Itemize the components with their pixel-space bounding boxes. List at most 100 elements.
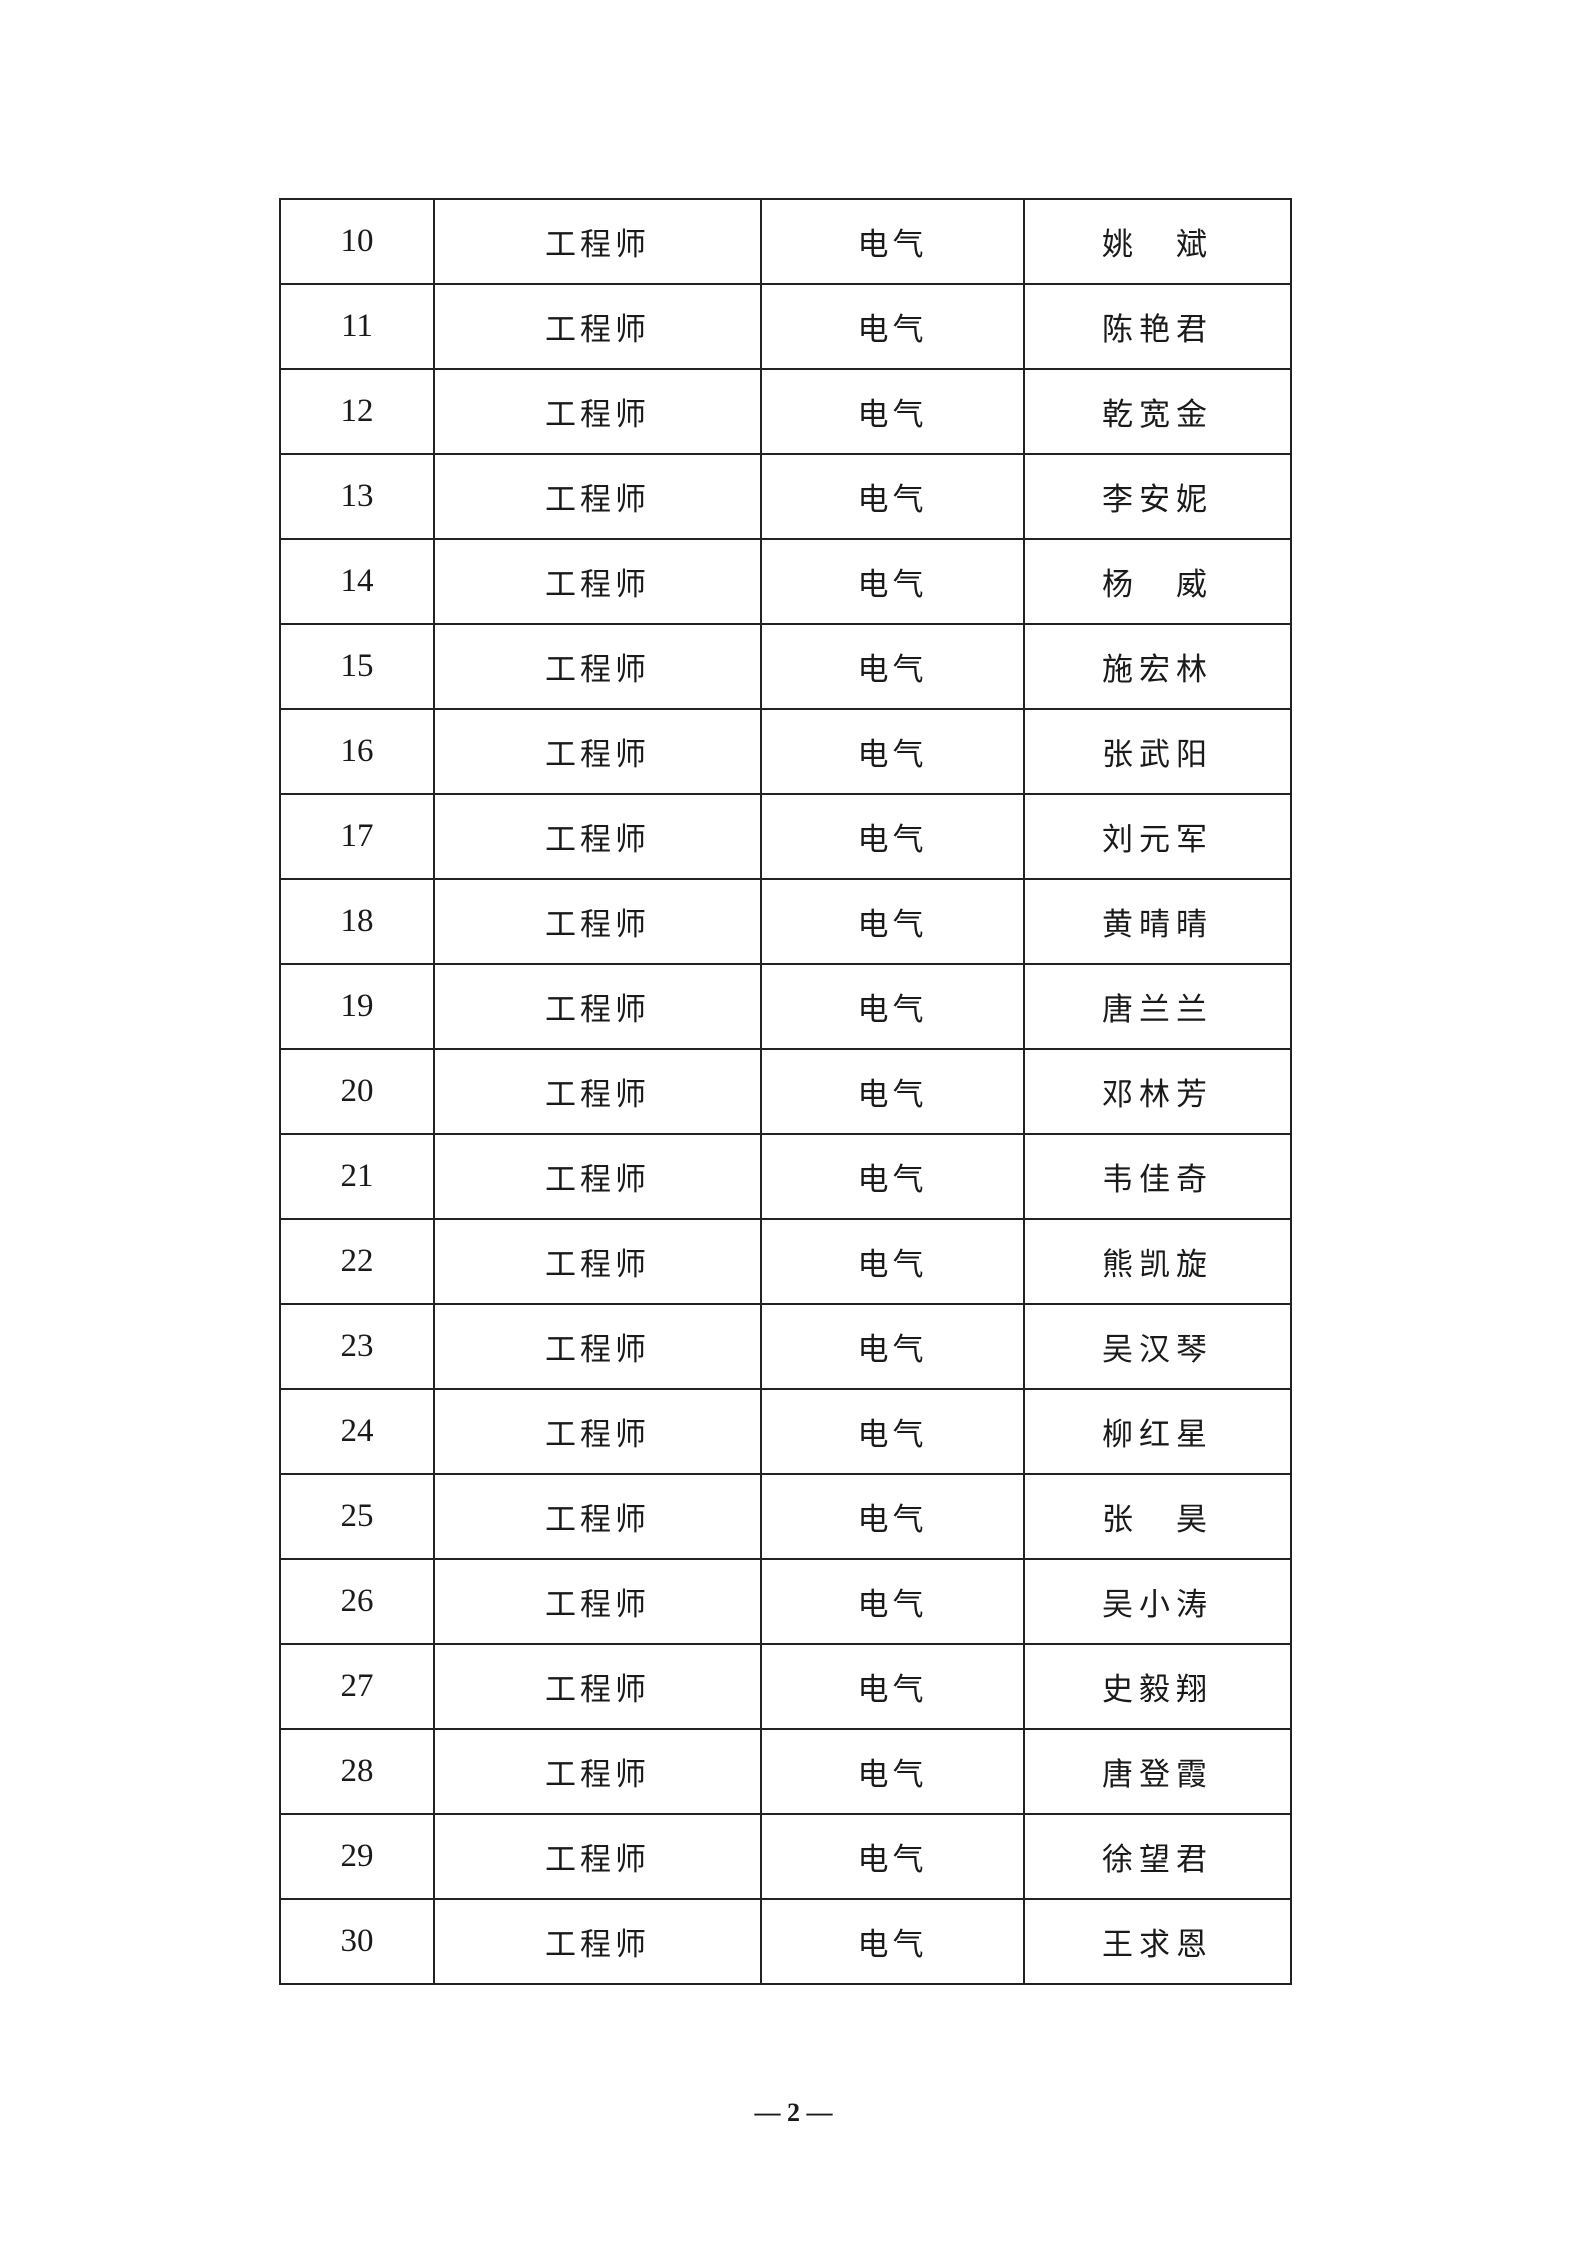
row-number-cell: 25 xyxy=(279,1473,435,1560)
table-row: 28 工程师 电气 唐登霞 xyxy=(279,1728,1292,1815)
person-name-cell: 徐望君 xyxy=(1023,1813,1292,1900)
job-title-cell: 工程师 xyxy=(433,793,762,880)
specialty-cell: 电气 xyxy=(760,1473,1025,1560)
person-name-cell: 史毅翔 xyxy=(1023,1643,1292,1730)
row-number-cell: 17 xyxy=(279,793,435,880)
specialty-cell: 电气 xyxy=(760,623,1025,710)
job-title-cell: 工程师 xyxy=(433,1218,762,1305)
person-name-cell: 张 昊 xyxy=(1023,1473,1292,1560)
job-title-cell: 工程师 xyxy=(433,198,762,285)
job-title-cell: 工程师 xyxy=(433,368,762,455)
job-title-cell: 工程师 xyxy=(433,1813,762,1900)
job-title-cell: 工程师 xyxy=(433,623,762,710)
table-row: 16 工程师 电气 张武阳 xyxy=(279,708,1292,795)
row-number-cell: 20 xyxy=(279,1048,435,1135)
table-row: 12 工程师 电气 乾宽金 xyxy=(279,368,1292,455)
job-title-cell: 工程师 xyxy=(433,1643,762,1730)
page-number: — 2 — xyxy=(754,2098,833,2127)
row-number-cell: 14 xyxy=(279,538,435,625)
person-name-cell: 王求恩 xyxy=(1023,1898,1292,1985)
row-number-cell: 22 xyxy=(279,1218,435,1305)
table-row: 30 工程师 电气 王求恩 xyxy=(279,1898,1292,1985)
row-number-cell: 28 xyxy=(279,1728,435,1815)
specialty-cell: 电气 xyxy=(760,708,1025,795)
person-name-cell: 柳红星 xyxy=(1023,1388,1292,1475)
table-row: 14 工程师 电气杨 威 xyxy=(279,538,1292,625)
table-row: 18 工程师 电气 黄晴晴 xyxy=(279,878,1292,965)
table-body: 10 工程师 电气姚 斌 11 工程师 电气 陈艳君 12 工程师 电气 乾宽金 13 工程师 电气 李安妮… xyxy=(279,198,1292,1985)
specialty-cell: 电气 xyxy=(760,198,1025,285)
specialty-cell: 电气 xyxy=(760,1133,1025,1220)
table-row: 29 工程师 电气 徐望君 xyxy=(279,1813,1292,1900)
row-number-cell: 18 xyxy=(279,878,435,965)
table-row: 24 工程师 电气 柳红星 xyxy=(279,1388,1292,1475)
job-title-cell: 工程师 xyxy=(433,1303,762,1390)
table-row: 11 工程师 电气 陈艳君 xyxy=(279,283,1292,370)
table-row: 15 工程师 电气 施宏林 xyxy=(279,623,1292,710)
table-row: 25 工程师 电气张 昊 xyxy=(279,1473,1292,1560)
job-title-cell: 工程师 xyxy=(433,538,762,625)
table-row: 21 工程师 电气 韦佳奇 xyxy=(279,1133,1292,1220)
personnel-table: 10 工程师 电气姚 斌 11 工程师 电气 陈艳君 12 工程师 电气 乾宽金 13 工程师 电气 李安妮… xyxy=(279,198,1292,1985)
person-name-cell: 杨 威 xyxy=(1023,538,1292,625)
row-number-cell: 21 xyxy=(279,1133,435,1220)
person-name-cell: 乾宽金 xyxy=(1023,368,1292,455)
specialty-cell: 电气 xyxy=(760,793,1025,880)
table-row: 27 工程师 电气 史毅翔 xyxy=(279,1643,1292,1730)
row-number-cell: 13 xyxy=(279,453,435,540)
specialty-cell: 电气 xyxy=(760,1388,1025,1475)
specialty-cell: 电气 xyxy=(760,1643,1025,1730)
table-row: 13 工程师 电气 李安妮 xyxy=(279,453,1292,540)
person-name-cell: 熊凯旋 xyxy=(1023,1218,1292,1305)
table-row: 20 工程师 电气 邓林芳 xyxy=(279,1048,1292,1135)
person-name-cell: 韦佳奇 xyxy=(1023,1133,1292,1220)
table-row: 17 工程师 电气 刘元军 xyxy=(279,793,1292,880)
person-name-cell: 刘元军 xyxy=(1023,793,1292,880)
job-title-cell: 工程师 xyxy=(433,1133,762,1220)
row-number-cell: 30 xyxy=(279,1898,435,1985)
person-name-cell: 吴汉琴 xyxy=(1023,1303,1292,1390)
job-title-cell: 工程师 xyxy=(433,453,762,540)
row-number-cell: 23 xyxy=(279,1303,435,1390)
person-name-cell: 吴小涛 xyxy=(1023,1558,1292,1645)
person-name-cell: 唐登霞 xyxy=(1023,1728,1292,1815)
person-name-cell: 姚 斌 xyxy=(1023,198,1292,285)
table-row: 22 工程师 电气 熊凯旋 xyxy=(279,1218,1292,1305)
person-name-cell: 黄晴晴 xyxy=(1023,878,1292,965)
job-title-cell: 工程师 xyxy=(433,708,762,795)
row-number-cell: 26 xyxy=(279,1558,435,1645)
table-row: 23 工程师 电气 吴汉琴 xyxy=(279,1303,1292,1390)
person-name-cell: 李安妮 xyxy=(1023,453,1292,540)
specialty-cell: 电气 xyxy=(760,453,1025,540)
specialty-cell: 电气 xyxy=(760,538,1025,625)
job-title-cell: 工程师 xyxy=(433,878,762,965)
specialty-cell: 电气 xyxy=(760,1558,1025,1645)
specialty-cell: 电气 xyxy=(760,1728,1025,1815)
job-title-cell: 工程师 xyxy=(433,1728,762,1815)
specialty-cell: 电气 xyxy=(760,1048,1025,1135)
row-number-cell: 15 xyxy=(279,623,435,710)
job-title-cell: 工程师 xyxy=(433,1898,762,1985)
specialty-cell: 电气 xyxy=(760,1218,1025,1305)
specialty-cell: 电气 xyxy=(760,878,1025,965)
row-number-cell: 11 xyxy=(279,283,435,370)
row-number-cell: 27 xyxy=(279,1643,435,1730)
table-row: 26 工程师 电气 吴小涛 xyxy=(279,1558,1292,1645)
person-name-cell: 施宏林 xyxy=(1023,623,1292,710)
table-row: 10 工程师 电气姚 斌 xyxy=(279,198,1292,285)
job-title-cell: 工程师 xyxy=(433,963,762,1050)
job-title-cell: 工程师 xyxy=(433,1473,762,1560)
row-number-cell: 10 xyxy=(279,198,435,285)
row-number-cell: 16 xyxy=(279,708,435,795)
job-title-cell: 工程师 xyxy=(433,1558,762,1645)
specialty-cell: 电气 xyxy=(760,283,1025,370)
specialty-cell: 电气 xyxy=(760,1813,1025,1900)
specialty-cell: 电气 xyxy=(760,368,1025,455)
job-title-cell: 工程师 xyxy=(433,1048,762,1135)
job-title-cell: 工程师 xyxy=(433,1388,762,1475)
specialty-cell: 电气 xyxy=(760,1303,1025,1390)
row-number-cell: 24 xyxy=(279,1388,435,1475)
table-row: 19 工程师 电气 唐兰兰 xyxy=(279,963,1292,1050)
specialty-cell: 电气 xyxy=(760,963,1025,1050)
row-number-cell: 29 xyxy=(279,1813,435,1900)
